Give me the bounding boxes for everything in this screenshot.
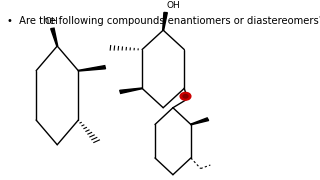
Circle shape (183, 94, 188, 98)
Text: OH: OH (44, 17, 58, 26)
Circle shape (180, 92, 191, 100)
Polygon shape (120, 88, 142, 93)
Polygon shape (51, 28, 58, 46)
Text: OH: OH (167, 1, 180, 10)
Polygon shape (163, 12, 167, 30)
Polygon shape (78, 66, 106, 71)
Text: •  Are the following compounds enantiomers or diastereomers?: • Are the following compounds enantiomer… (7, 16, 320, 26)
Polygon shape (191, 118, 209, 125)
